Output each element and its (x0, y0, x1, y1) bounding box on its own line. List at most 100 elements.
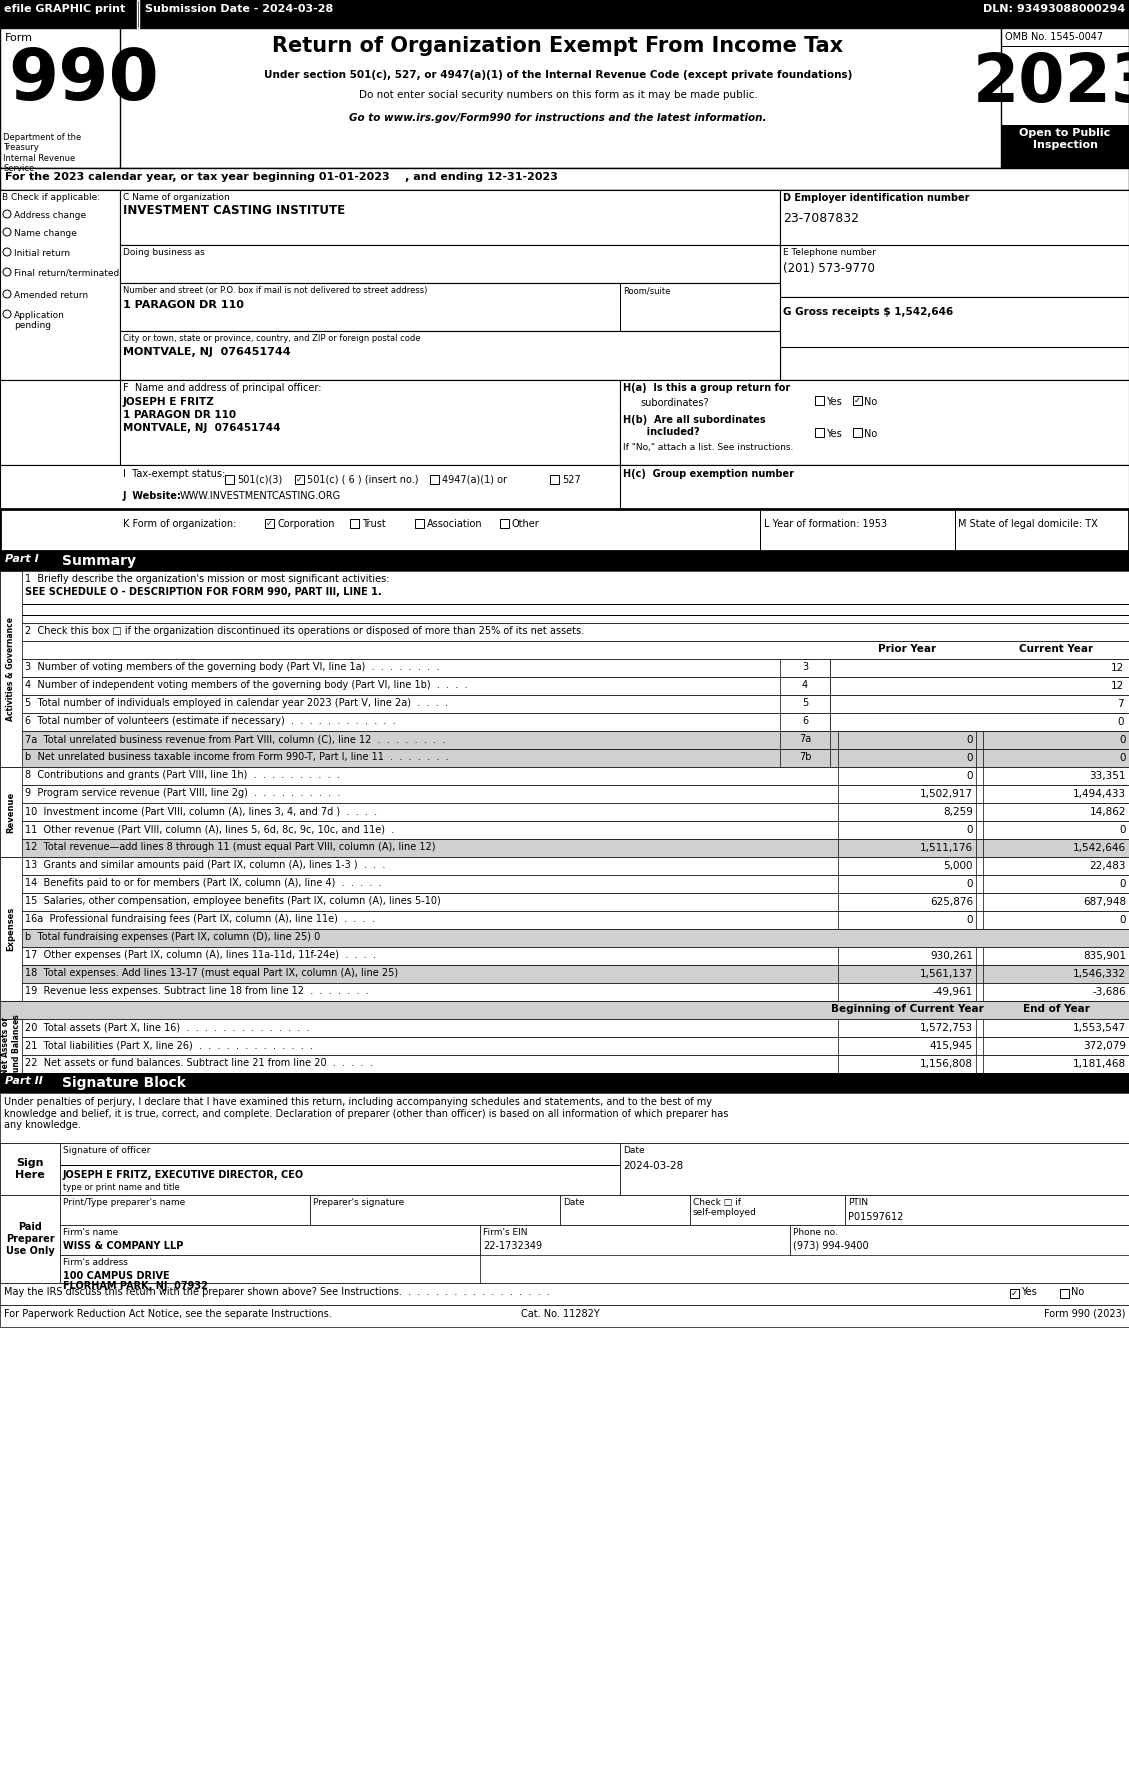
Bar (1001, 125, 1129, 168)
Bar (983, 804, 1129, 821)
Text: 0: 0 (966, 735, 973, 745)
Text: 930,261: 930,261 (930, 952, 973, 961)
Text: G Gross receipts $ 1,542,646: G Gross receipts $ 1,542,646 (784, 307, 953, 318)
Text: 8,259: 8,259 (943, 807, 973, 818)
Bar (0, 380, 1129, 464)
Text: 7a  Total unrelated business revenue from Part VIII, column (C), line 12  .  .  : 7a Total unrelated business revenue from… (25, 735, 445, 743)
Text: 1,181,468: 1,181,468 (1073, 1060, 1126, 1068)
Text: Current Year: Current Year (1019, 645, 1093, 653)
Text: PTIN: PTIN (848, 1197, 868, 1206)
Text: 11  Other revenue (Part VIII, column (A), lines 5, 6d, 8c, 9c, 10c, and 11e)  .: 11 Other revenue (Part VIII, column (A),… (25, 825, 394, 834)
Text: 3  Number of voting members of the governing body (Part VI, line 1a)  .  .  .  .: 3 Number of voting members of the govern… (25, 662, 439, 673)
Bar (560, 1196, 690, 1226)
Text: Part II: Part II (5, 1075, 43, 1086)
Bar (838, 1019, 975, 1037)
Bar (0, 1284, 1129, 1305)
Bar (0, 749, 1129, 766)
Text: 687,948: 687,948 (1083, 897, 1126, 908)
Bar (0, 1143, 60, 1196)
Text: No: No (1071, 1287, 1084, 1296)
Bar (0, 28, 1129, 168)
Text: 14,862: 14,862 (1089, 807, 1126, 818)
Bar (0, 1074, 1129, 1093)
Text: F  Name and address of principal officer:: F Name and address of principal officer: (123, 383, 322, 394)
Bar (0, 874, 1129, 894)
Bar (0, 1054, 1129, 1074)
Text: C Name of organization: C Name of organization (123, 192, 229, 201)
Text: K Form of organization:: K Form of organization: (123, 519, 236, 530)
Bar (780, 696, 830, 713)
Bar (0, 911, 1129, 929)
Text: 0: 0 (966, 752, 973, 763)
Text: 18  Total expenses. Add lines 13-17 (must equal Part IX, column (A), line 25): 18 Total expenses. Add lines 13-17 (must… (25, 968, 399, 978)
Text: Date: Date (623, 1146, 645, 1155)
Bar (854, 396, 863, 404)
Text: 372,079: 372,079 (1083, 1040, 1126, 1051)
Text: FLORHAM PARK, NJ  07932: FLORHAM PARK, NJ 07932 (63, 1280, 208, 1291)
Bar (983, 857, 1129, 874)
Bar (983, 984, 1129, 1001)
Text: 12: 12 (1111, 662, 1124, 673)
Bar (838, 947, 975, 964)
Bar (60, 1143, 620, 1196)
Text: H(c)  Group exemption number: H(c) Group exemption number (623, 470, 794, 479)
Text: 23-7087832: 23-7087832 (784, 212, 859, 224)
Text: No: No (864, 397, 877, 406)
Text: 0: 0 (1120, 879, 1126, 888)
Bar (60, 1226, 480, 1256)
Text: ✓: ✓ (1010, 1289, 1018, 1298)
Text: WWW.INVESTMENTCASTING.ORG: WWW.INVESTMENTCASTING.ORG (180, 491, 341, 502)
Text: Amended return: Amended return (14, 291, 88, 300)
Text: City or town, state or province, country, and ZIP or foreign postal code: City or town, state or province, country… (123, 334, 420, 343)
Text: 21  Total liabilities (Part X, line 26)  .  .  .  .  .  .  .  .  .  .  .  .  .: 21 Total liabilities (Part X, line 26) .… (25, 1040, 313, 1051)
Bar (0, 570, 21, 766)
Bar (0, 1305, 1129, 1326)
Text: 1 PARAGON DR 110: 1 PARAGON DR 110 (123, 300, 244, 311)
Text: ✓: ✓ (266, 519, 273, 528)
Text: L Year of formation: 1953: L Year of formation: 1953 (764, 519, 887, 530)
Bar (500, 519, 509, 528)
Text: Corporation: Corporation (277, 519, 334, 530)
Bar (0, 984, 1129, 1001)
Bar (0, 766, 1129, 786)
Text: No: No (864, 429, 877, 440)
Bar (838, 911, 975, 929)
Text: 16a  Professional fundraising fees (Part IX, column (A), line 11e)  .  .  .  .: 16a Professional fundraising fees (Part … (25, 915, 375, 924)
Text: type or print name and title: type or print name and title (63, 1183, 180, 1192)
Bar (983, 766, 1129, 786)
Text: H(b)  Are all subordinates
       included?: H(b) Are all subordinates included? (623, 415, 765, 436)
Bar (830, 713, 1129, 731)
Text: 0: 0 (1120, 752, 1126, 763)
Bar (480, 1226, 790, 1256)
Text: End of Year: End of Year (1023, 1005, 1089, 1014)
Bar (838, 766, 975, 786)
Bar (0, 1001, 1129, 1019)
Bar (790, 1226, 1129, 1256)
Text: Yes: Yes (1021, 1287, 1036, 1296)
Bar (983, 964, 1129, 984)
Bar (0, 857, 21, 1001)
Text: 1 PARAGON DR 110: 1 PARAGON DR 110 (123, 410, 236, 420)
Text: MONTVALE, NJ  076451744: MONTVALE, NJ 076451744 (123, 424, 280, 433)
Text: 1,546,332: 1,546,332 (1073, 970, 1126, 978)
Text: 12: 12 (1111, 682, 1124, 691)
Text: 2024-03-28: 2024-03-28 (623, 1160, 683, 1171)
Bar (838, 839, 975, 857)
Bar (415, 519, 425, 528)
Bar (0, 570, 1129, 623)
Text: 501(c)(3): 501(c)(3) (237, 475, 282, 486)
Text: 17  Other expenses (Part IX, column (A), lines 11a-11d, 11f-24e)  .  .  .  .: 17 Other expenses (Part IX, column (A), … (25, 950, 376, 961)
Text: 14  Benefits paid to or for members (Part IX, column (A), line 4)  .  .  .  .  .: 14 Benefits paid to or for members (Part… (25, 878, 382, 888)
Text: Firm's name: Firm's name (63, 1227, 119, 1236)
Text: JOSEPH E FRITZ, EXECUTIVE DIRECTOR, CEO: JOSEPH E FRITZ, EXECUTIVE DIRECTOR, CEO (63, 1171, 304, 1180)
Text: For the 2023 calendar year, or tax year beginning 01-01-2023    , and ending 12-: For the 2023 calendar year, or tax year … (5, 171, 558, 182)
Bar (0, 1019, 1129, 1037)
Text: Check □ if
self-employed: Check □ if self-employed (693, 1197, 756, 1217)
Text: b  Net unrelated business taxable income from Form 990-T, Part I, line 11  .  . : b Net unrelated business taxable income … (25, 752, 448, 761)
Text: JOSEPH E FRITZ: JOSEPH E FRITZ (123, 397, 215, 406)
Bar (838, 857, 975, 874)
Bar (838, 984, 975, 1001)
Bar (120, 245, 780, 283)
Text: Signature of officer: Signature of officer (63, 1146, 150, 1155)
Text: M State of legal domicile: TX: M State of legal domicile: TX (959, 519, 1097, 530)
